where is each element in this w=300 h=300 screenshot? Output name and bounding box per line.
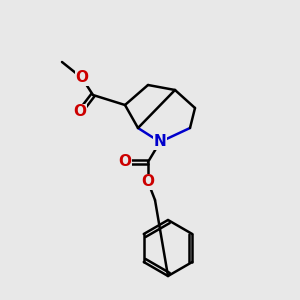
Text: O: O: [76, 70, 88, 86]
Text: O: O: [74, 104, 86, 119]
Text: O: O: [142, 175, 154, 190]
Text: O: O: [118, 154, 131, 169]
Text: N: N: [154, 134, 166, 149]
